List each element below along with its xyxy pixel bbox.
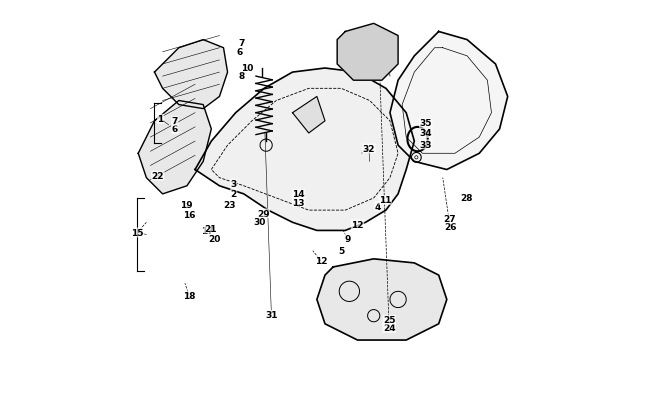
- Polygon shape: [337, 24, 398, 81]
- Polygon shape: [155, 40, 228, 109]
- Polygon shape: [317, 259, 447, 340]
- Text: 22: 22: [151, 172, 164, 181]
- Text: 15: 15: [131, 228, 144, 237]
- Polygon shape: [138, 101, 211, 194]
- Text: 14: 14: [292, 190, 305, 199]
- Text: 20: 20: [209, 234, 221, 243]
- Text: 19: 19: [180, 200, 192, 209]
- Text: 27: 27: [444, 214, 456, 223]
- Text: 3: 3: [231, 180, 237, 189]
- Text: 26: 26: [444, 222, 456, 231]
- Text: 28: 28: [460, 194, 473, 203]
- Text: 12: 12: [315, 257, 327, 266]
- Text: 6: 6: [237, 48, 243, 57]
- Text: 1: 1: [157, 115, 164, 124]
- Text: 32: 32: [363, 145, 375, 153]
- Text: 11: 11: [379, 196, 391, 205]
- Text: 30: 30: [253, 217, 265, 226]
- Text: 6: 6: [172, 125, 178, 134]
- Text: 2: 2: [231, 190, 237, 199]
- Text: 29: 29: [257, 209, 270, 218]
- Text: 18: 18: [183, 291, 195, 300]
- Text: 7: 7: [239, 39, 245, 48]
- Text: 31: 31: [265, 311, 278, 320]
- Text: 23: 23: [224, 200, 236, 209]
- Polygon shape: [390, 32, 508, 170]
- Text: 10: 10: [241, 64, 254, 72]
- Text: 34: 34: [419, 129, 432, 138]
- Text: 25: 25: [383, 315, 395, 324]
- Text: 7: 7: [172, 117, 178, 126]
- Text: 13: 13: [292, 198, 305, 207]
- Text: 35: 35: [419, 119, 432, 128]
- Text: 12: 12: [351, 220, 364, 229]
- Text: 9: 9: [344, 234, 350, 243]
- Text: 21: 21: [204, 224, 216, 233]
- Text: 17: 17: [201, 226, 214, 235]
- Text: 16: 16: [183, 210, 195, 219]
- Text: 5: 5: [338, 247, 344, 256]
- Text: 4: 4: [374, 202, 381, 211]
- Polygon shape: [292, 97, 325, 134]
- Polygon shape: [195, 69, 414, 231]
- Text: 33: 33: [419, 141, 432, 149]
- Text: 24: 24: [383, 324, 395, 333]
- Text: 8: 8: [239, 72, 245, 81]
